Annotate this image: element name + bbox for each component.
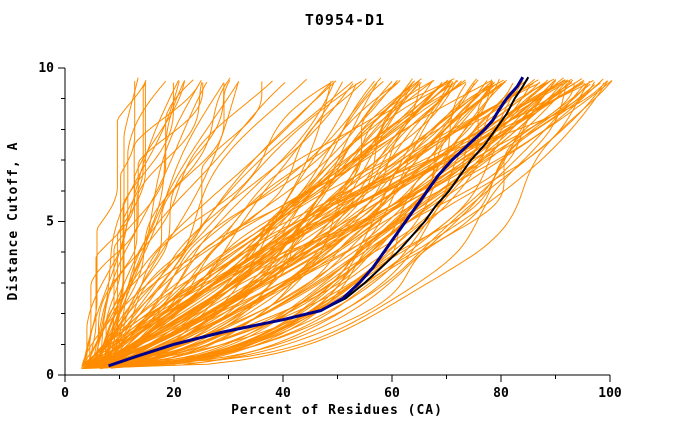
model-curve (101, 81, 496, 363)
model-curve (106, 81, 443, 367)
model-curve (106, 82, 335, 364)
model-curve (84, 80, 488, 369)
y-tick-label: 0 (46, 368, 54, 383)
model-curve (98, 79, 479, 365)
model-curve (110, 80, 185, 365)
model-curve (87, 80, 416, 365)
x-tick-label: 20 (166, 386, 182, 401)
model-curve (84, 82, 545, 364)
model-curve (111, 80, 609, 369)
model-curve (98, 84, 596, 365)
model-curve (84, 82, 204, 363)
axes: 0 20 40 60 80 100 0 5 10 (38, 61, 622, 401)
model-curve (107, 83, 554, 365)
model-curve (85, 82, 475, 364)
model-curve (99, 79, 398, 365)
model-curve (83, 79, 574, 368)
model-curve (89, 79, 147, 364)
model-curve (94, 82, 286, 367)
model-curve (81, 81, 554, 366)
model-curve (109, 84, 587, 366)
model-curve (82, 80, 231, 365)
model-curve (105, 82, 174, 367)
model-curve (89, 80, 434, 369)
y-tick-label: 10 (38, 61, 54, 76)
model-curve (85, 82, 584, 368)
model-curve (85, 80, 613, 369)
model-curve (97, 81, 332, 366)
model-curve (106, 80, 433, 366)
model-curve (96, 80, 334, 365)
model-curve (92, 80, 273, 365)
x-tick-label: 0 (61, 386, 69, 401)
model-curve (97, 78, 572, 368)
model-curve (97, 81, 451, 366)
model-curve (107, 80, 492, 365)
model-curve (82, 78, 535, 364)
model-curve (90, 79, 504, 368)
x-tick-label: 100 (598, 386, 622, 401)
model-curve (92, 82, 575, 367)
x-tick-label: 60 (384, 386, 400, 401)
model-curve (101, 78, 555, 367)
model-curve (106, 78, 307, 367)
x-tick-label: 40 (275, 386, 291, 401)
best-model-curve (108, 76, 525, 368)
model-curve (96, 81, 180, 365)
model-curve (89, 84, 200, 365)
model-curve (111, 80, 337, 365)
chart-title: T0954-D1 (305, 11, 385, 29)
model-curve (86, 81, 467, 366)
model-curve (111, 81, 585, 366)
model-curve (86, 80, 167, 362)
model-curve (85, 81, 422, 367)
model-curve (102, 82, 605, 367)
y-tick-label: 5 (46, 215, 54, 230)
y-axis-label: Distance Cutoff, A (6, 142, 21, 301)
model-curve (86, 82, 331, 368)
model-curve (104, 79, 194, 368)
model-curve (95, 81, 203, 366)
model-curve (111, 81, 393, 370)
model-curve (83, 80, 401, 365)
model-curve (100, 81, 208, 366)
model-curve (106, 78, 413, 363)
model-curve (106, 78, 604, 364)
model-curves-group (81, 77, 613, 370)
highlighted-curves-group (108, 76, 530, 368)
model-curve (104, 83, 567, 365)
x-tick-label: 80 (493, 386, 509, 401)
model-curve (106, 80, 202, 368)
model-curve (108, 81, 414, 363)
model-curve (93, 81, 239, 363)
model-curve (104, 80, 375, 366)
model-curve (110, 80, 523, 369)
model-curve (106, 82, 225, 363)
x-axis-label: Percent of Residues (CA) (231, 403, 443, 418)
model-curve (97, 81, 353, 362)
model-curve (89, 79, 435, 368)
